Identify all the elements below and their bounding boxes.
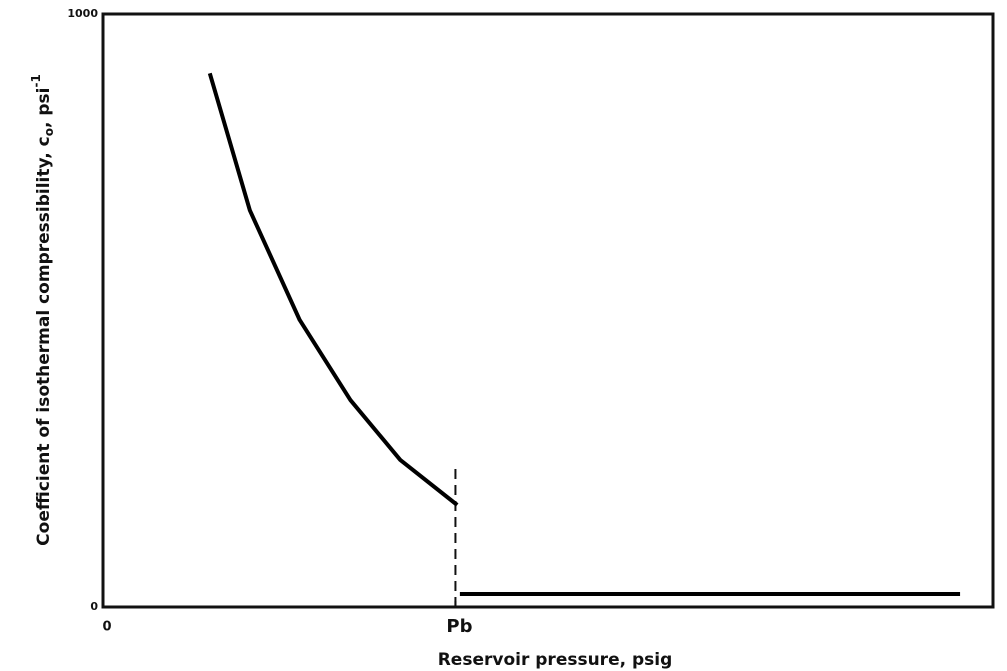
data-line xyxy=(207,72,961,596)
y-tick-label: 1000 xyxy=(67,7,98,20)
plot-frame xyxy=(101,12,995,609)
x-tick-label: 0 xyxy=(102,620,111,635)
y-axis-label-sup: -1 xyxy=(29,74,43,87)
y-tick-label: 0 xyxy=(90,600,98,613)
y-axis-label: Coefficient of isothermal compressibilit… xyxy=(29,74,56,546)
x-axis-label: Reservoir pressure, psig xyxy=(438,650,673,670)
y-axis-label-part: , psi xyxy=(34,88,54,129)
y-axis-label-sub: o xyxy=(42,128,56,136)
x-tick-label: Pb xyxy=(446,616,472,637)
y-axis-label-part: Coefficient of isothermal compressibilit… xyxy=(34,136,54,546)
